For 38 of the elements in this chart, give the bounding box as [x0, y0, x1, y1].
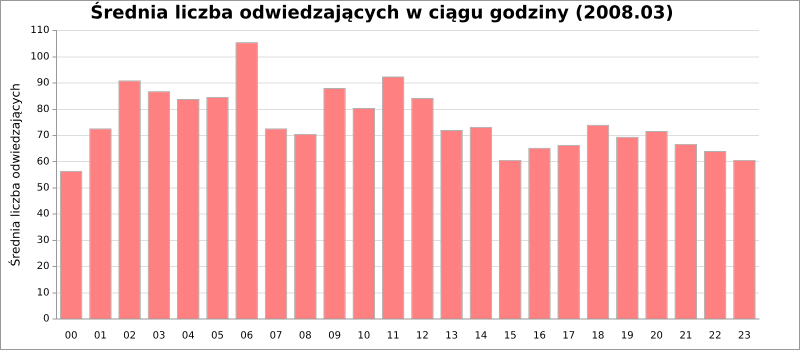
- chart-title: Średnia liczba odwiedzających w ciągu godziny (2008.03): [90, 1, 674, 24]
- x-tick-label: 02: [123, 330, 136, 342]
- x-tick-label: 03: [152, 330, 166, 342]
- y-tick-label: 70: [36, 130, 50, 142]
- y-tick-label: 110: [30, 25, 50, 36]
- x-tick-label: 16: [533, 330, 546, 342]
- y-tick-label: 60: [36, 156, 50, 168]
- y-tick-label: 90: [36, 78, 50, 89]
- x-tick-label: 22: [708, 330, 722, 342]
- x-tick-label: 19: [620, 330, 634, 342]
- x-tick-label: 04: [182, 330, 195, 342]
- x-tick-label: 00: [64, 330, 78, 342]
- y-tick-label: 20: [36, 261, 50, 272]
- x-tick-label: 11: [386, 330, 400, 342]
- x-tick-label: 14: [474, 330, 488, 342]
- x-tick-label: 07: [270, 330, 282, 342]
- x-tick-label: 13: [445, 330, 458, 342]
- x-tick-label: 15: [504, 330, 517, 342]
- y-tick-label: 50: [36, 182, 50, 194]
- x-tick-label: 06: [240, 330, 254, 342]
- y-tick-label: 40: [36, 208, 50, 220]
- x-tick-label: 12: [416, 330, 429, 342]
- x-tick-label: 23: [738, 330, 751, 342]
- x-tick-label: 08: [298, 330, 312, 342]
- x-tick-label: 09: [328, 330, 341, 342]
- x-tick-label: 20: [650, 330, 663, 342]
- x-tick-label: 01: [94, 330, 107, 342]
- y-tick-label: 80: [36, 104, 50, 115]
- y-tick-label: 30: [36, 234, 50, 246]
- y-axis-title: Średnia liczba odwiedzających: [7, 83, 22, 266]
- x-tick-label: 10: [357, 330, 370, 342]
- y-tick-label: 0: [43, 314, 50, 325]
- x-tick-label: 18: [592, 330, 604, 342]
- y-tick-label: 100: [30, 51, 50, 62]
- x-tick-label: 17: [562, 330, 576, 342]
- x-tick-label: 05: [211, 330, 224, 342]
- x-tick-label: 21: [679, 330, 692, 342]
- y-tick-label: 10: [36, 287, 50, 298]
